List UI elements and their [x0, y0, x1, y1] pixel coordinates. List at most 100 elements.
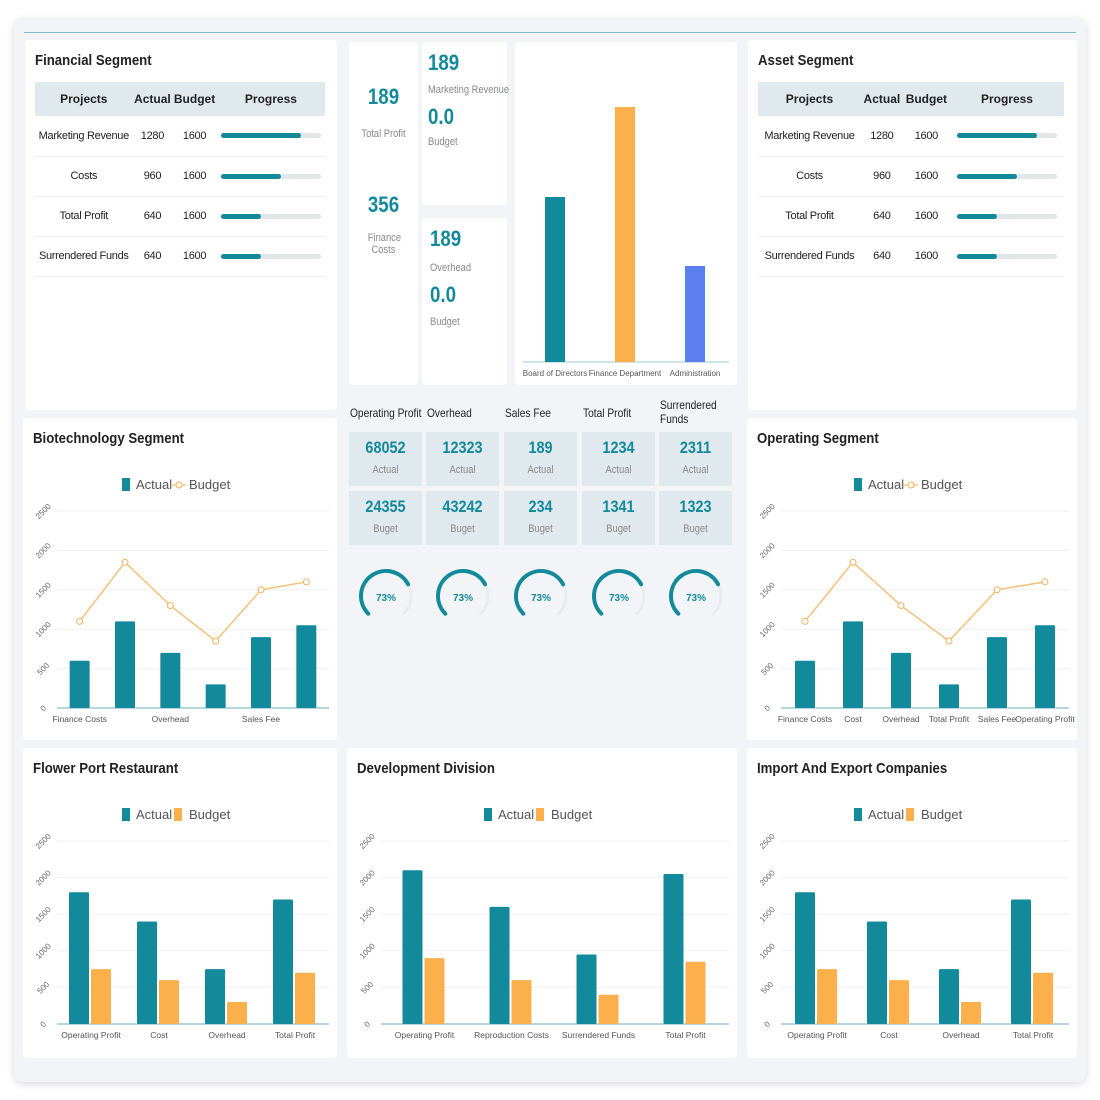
bar-actual [576, 954, 597, 1024]
actual-cell: 960 [860, 156, 903, 197]
budget-point [849, 558, 857, 566]
kpi-budget-value: 43242 [442, 497, 483, 516]
x-tick-label: Finance Costs [778, 714, 832, 724]
legend-actual-label: Actual [868, 807, 904, 822]
bar-actual [663, 873, 684, 1024]
column-header: Actual [132, 82, 173, 116]
x-tick-label: Overhead [152, 714, 190, 724]
bar-actual [69, 660, 90, 708]
table-row: Costs 960 1600 [758, 156, 1064, 197]
development-division-panel: Development Division Actual Budget 0 500 100… [347, 748, 737, 1058]
kpi-label: Operating Profit [350, 406, 422, 420]
bar-actual [939, 684, 959, 708]
bar [615, 107, 635, 362]
bar-budget [598, 994, 619, 1024]
x-tick-label: Operating Profit [395, 1030, 455, 1040]
gauge-value: 73% [686, 593, 706, 604]
table-row: Costs 960 1600 [35, 156, 325, 197]
bar-actual [1035, 625, 1055, 708]
finance-costs-label: Finance Costs [367, 232, 402, 256]
column-header: Progress [949, 82, 1064, 116]
legend-actual-swatch [854, 808, 862, 821]
actual-cell: 1280 [132, 116, 173, 157]
progress-bar [220, 213, 321, 219]
budget-cell: 1600 [172, 116, 217, 157]
kpi-actual-label: Actual [372, 464, 399, 476]
y-tick-label: 1000 [758, 941, 777, 960]
mr-value: 189 [428, 50, 460, 75]
x-tick-label: Total Profit [665, 1030, 706, 1040]
kpi-gauge: 73% [436, 569, 490, 616]
bar-actual [795, 892, 815, 1024]
x-tick-label: Operating Profit [61, 1030, 121, 1040]
table-row: Marketing Revenue 1280 1600 [758, 116, 1064, 157]
kpi-actual-box: 68052 Actual [349, 432, 422, 486]
bar-actual [987, 637, 1007, 708]
table-row: Surrendered Funds 640 1600 [35, 236, 325, 277]
x-tick-label: Operating Profit [787, 1030, 847, 1040]
bar-budget [817, 969, 837, 1024]
x-tick-label: Overhead [208, 1030, 246, 1040]
project-cell: Total Profit [35, 196, 133, 237]
y-tick-label: 0 [363, 1019, 373, 1029]
project-cell: Surrendered Funds [758, 236, 861, 277]
budget-cell: 1600 [902, 156, 950, 197]
budget-point [257, 586, 265, 594]
project-cell: Marketing Revenue [758, 116, 861, 157]
mr-label: Marketing Revenue [428, 84, 510, 96]
budget-cell: 1600 [172, 156, 217, 197]
legend-budget-label: Budget [189, 807, 231, 822]
budget-cell: 1600 [172, 236, 217, 277]
mr-budget-value: 0.0 [428, 104, 455, 129]
y-tick-label: 1500 [758, 905, 777, 924]
bar-actual [843, 621, 863, 708]
kpi-budget-label: Buget [606, 523, 631, 535]
kpi-actual-value: 68052 [365, 438, 406, 457]
progress-bar [956, 213, 1057, 219]
y-tick-label: 2500 [34, 831, 53, 850]
legend-budget-marker [175, 481, 183, 489]
bar-budget [1033, 972, 1053, 1024]
gauge-fill [669, 569, 721, 616]
kpi-actual-box: 189 Actual [504, 432, 577, 486]
y-tick-label: 2000 [358, 868, 377, 887]
y-tick-label: 0 [39, 703, 49, 713]
kpi-actual-label: Actual [449, 464, 476, 476]
bar-actual [867, 921, 887, 1024]
legend-budget-swatch [174, 808, 182, 821]
panel-title: Import And Export Companies [757, 760, 948, 777]
bar-budget [511, 980, 532, 1024]
column-header: Budget [902, 82, 950, 116]
kpi-gauge: 73% [592, 569, 646, 616]
legend-actual-label: Actual [868, 477, 904, 492]
finance-costs-value: 356 [367, 192, 400, 217]
kpi-gauge: 73% [359, 569, 413, 616]
kpi-label: Total Profit [583, 406, 632, 420]
bar-actual [115, 621, 135, 708]
budget-point [897, 602, 905, 610]
y-tick-label: 1500 [34, 580, 53, 599]
bar-budget [295, 972, 315, 1024]
asset-table: Projects Actual Budget Progress Marketing Re… [758, 82, 1064, 277]
x-tick-label: Sales Fee [978, 714, 1017, 724]
actual-cell: 960 [132, 156, 173, 197]
bar-budget [961, 1002, 981, 1024]
y-tick-label: 1000 [34, 941, 53, 960]
kpi-actual-label: Actual [605, 464, 632, 476]
x-tick-label: Total Profit [275, 1030, 316, 1040]
y-tick-label: 2500 [358, 831, 377, 850]
budget-point [212, 637, 220, 645]
actual-cell: 640 [860, 196, 903, 237]
kpi-budget-label: Buget [683, 523, 708, 535]
gauge-value: 73% [609, 593, 629, 604]
bar [545, 197, 565, 362]
legend-actual-label: Actual [136, 477, 172, 492]
budget-cell: 1600 [902, 196, 950, 237]
oh-budget-label: Budget [430, 316, 460, 328]
y-tick-label: 1500 [758, 580, 777, 599]
x-tick-label: Finance Costs [52, 714, 106, 724]
legend-budget-label: Budget [551, 807, 593, 822]
kpi-label: Overhead [427, 406, 472, 420]
gauge-value: 73% [376, 593, 396, 604]
panel-title: Financial Segment [35, 52, 152, 69]
